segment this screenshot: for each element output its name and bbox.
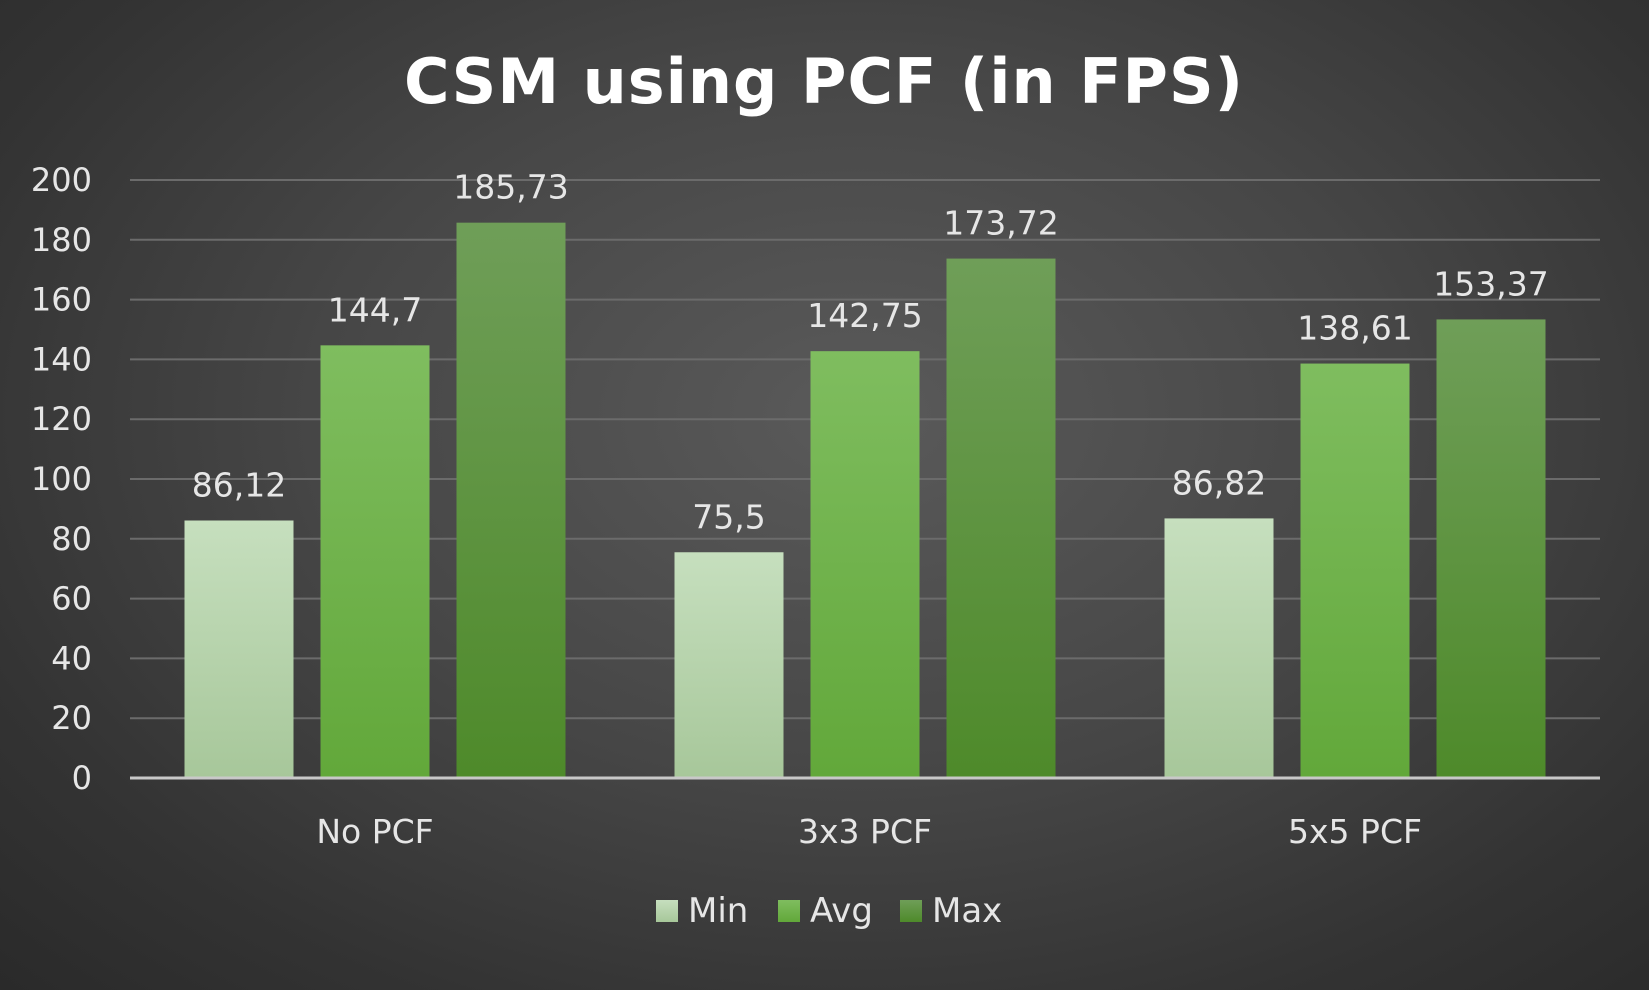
y-tick-label: 120 — [31, 400, 92, 438]
y-tick-label: 140 — [31, 340, 92, 378]
bar-max — [946, 258, 1056, 778]
y-tick-label: 60 — [51, 580, 92, 618]
legend-label: Max — [932, 891, 1002, 931]
data-label: 86,82 — [1172, 463, 1266, 502]
x-category-label: 5x5 PCF — [1288, 812, 1422, 851]
legend-item-avg: Avg — [778, 891, 873, 931]
data-label: 75,5 — [692, 497, 765, 536]
y-tick-label: 160 — [31, 281, 92, 319]
y-axis-ticks: 0 20 40 60 80 100 120 140 160 180 200 — [31, 161, 92, 797]
x-category-label: 3x3 PCF — [798, 812, 932, 851]
legend-item-min: Min — [656, 891, 748, 931]
legend-swatch — [900, 900, 922, 922]
data-label: 144,7 — [328, 290, 422, 329]
x-category-label: No PCF — [316, 812, 433, 851]
data-label: 142,75 — [807, 296, 922, 335]
data-label: 185,73 — [453, 168, 568, 207]
data-labels: 86,12 144,7 185,73 75,5 142,75 173,72 86,82 138… — [192, 168, 1549, 537]
data-label: 138,61 — [1297, 309, 1412, 348]
bars — [184, 222, 1546, 778]
bar-min — [184, 520, 294, 778]
legend-swatch — [656, 900, 678, 922]
legend-label: Min — [688, 891, 748, 931]
legend-item-max: Max — [900, 891, 1002, 931]
data-label: 173,72 — [943, 204, 1058, 243]
y-tick-label: 180 — [31, 221, 92, 259]
x-axis-categories: No PCF 3x3 PCF 5x5 PCF — [316, 812, 1422, 851]
y-tick-label: 0 — [72, 759, 92, 797]
y-tick-label: 40 — [51, 639, 92, 677]
bar-avg — [810, 351, 920, 778]
bar-max — [1436, 319, 1546, 778]
data-label: 153,37 — [1433, 264, 1548, 303]
legend-swatch — [778, 900, 800, 922]
chart-title: CSM using PCF (in FPS) — [404, 45, 1244, 118]
bar-avg — [320, 345, 430, 778]
y-tick-label: 200 — [31, 161, 92, 199]
bar-max — [456, 222, 566, 778]
y-tick-label: 80 — [51, 520, 92, 558]
bar-avg — [1300, 363, 1410, 778]
y-tick-label: 20 — [51, 699, 92, 737]
legend: Min Avg Max — [656, 891, 1002, 931]
y-tick-label: 100 — [31, 460, 92, 498]
data-label: 86,12 — [192, 466, 286, 505]
legend-label: Avg — [810, 891, 873, 931]
bar-min — [1164, 518, 1274, 778]
bar-min — [674, 552, 784, 778]
